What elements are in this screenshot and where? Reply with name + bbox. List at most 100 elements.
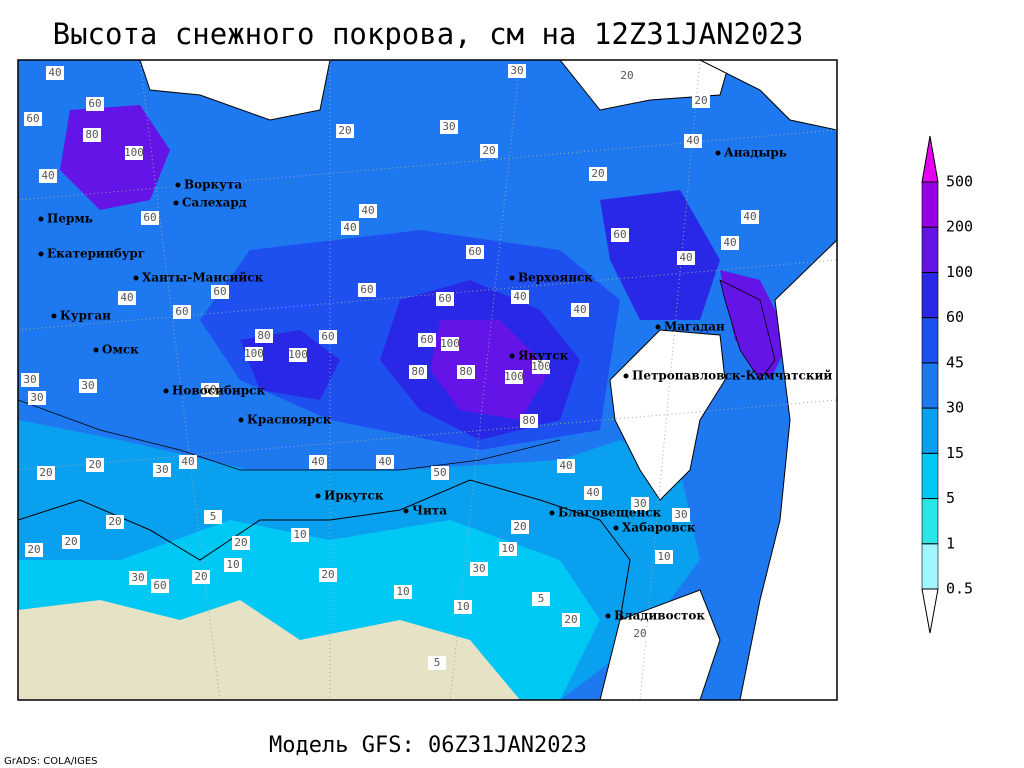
colorbar-segment — [921, 543, 939, 590]
contour-label: 30 — [23, 373, 36, 386]
colorbar-label: 0.5 — [946, 580, 973, 598]
colorbar-label: 30 — [946, 399, 964, 417]
contour-label: 80 — [257, 329, 270, 342]
pacific-ocean — [739, 239, 837, 700]
contour-label: 20 — [513, 520, 526, 533]
contour-label-box — [721, 236, 739, 250]
map-frame — [17, 59, 838, 701]
contour-label: 20 — [39, 466, 52, 479]
contour-label-box — [28, 391, 46, 405]
city-dot — [38, 251, 44, 257]
contour-label-box — [232, 536, 250, 550]
contour-label: 80 — [411, 365, 424, 378]
colorbar-label: 45 — [946, 353, 964, 371]
contour-label: 80 — [85, 128, 98, 141]
contour-label: 30 — [30, 391, 43, 404]
city-label: Владивосток — [614, 609, 705, 623]
contour-label: 60 — [143, 211, 156, 224]
contour-label: 20 — [27, 543, 40, 556]
colorbar-segment — [921, 226, 939, 273]
contour-label: 30 — [633, 497, 646, 510]
contour-label-box — [173, 305, 191, 319]
contour-label: 30 — [81, 379, 94, 392]
contour-label-box — [741, 210, 759, 224]
contour-label: 20 — [88, 458, 101, 471]
deep-snow-max — [430, 320, 550, 420]
city-dot — [93, 347, 99, 353]
city-label: Якутск — [518, 349, 569, 363]
contour-label: 20 — [482, 144, 495, 157]
contour-label: 50 — [433, 466, 446, 479]
contour-label-box — [37, 466, 55, 480]
city-label: Воркута — [184, 178, 242, 192]
colorbar-label: 60 — [946, 308, 964, 326]
contour-label-box — [291, 528, 309, 542]
contour-label: 60 — [175, 305, 188, 318]
contour-label: 40 — [343, 221, 356, 234]
contour-label-box — [86, 458, 104, 472]
contour-label: 20 — [591, 167, 604, 180]
contour-label: 20 — [321, 568, 334, 581]
contour-label: 60 — [88, 97, 101, 110]
contour-label-box — [224, 558, 242, 572]
contour-label-box — [129, 571, 147, 585]
contour-label-box — [46, 66, 64, 80]
city-dot — [715, 150, 721, 156]
contour-label: 60 — [438, 292, 451, 305]
contour-label-box — [79, 379, 97, 393]
graticule — [18, 259, 837, 331]
contour-label-box — [431, 466, 449, 480]
city-dot — [51, 313, 57, 319]
city-dot — [133, 275, 139, 281]
contour-label: 40 — [120, 291, 133, 304]
contour-label: 40 — [559, 459, 572, 472]
contour-label-box — [125, 146, 143, 160]
contour-label-box — [589, 167, 607, 181]
contour-label: 20 — [64, 535, 77, 548]
city-label: Анадырь — [724, 146, 787, 160]
contour-label: 40 — [686, 134, 699, 147]
contour-label: 40 — [743, 210, 756, 223]
city-label: Екатеринбург — [47, 247, 145, 261]
city-label: Салехард — [182, 196, 247, 210]
contour-label-box — [289, 348, 307, 362]
contour-label-box — [409, 365, 427, 379]
colorbar-low — [921, 588, 939, 634]
contour-label-box — [631, 497, 649, 511]
city-dot — [509, 353, 515, 359]
contour-label: 60 — [468, 245, 481, 258]
contour-label-box — [508, 64, 526, 78]
contour-label-box — [562, 613, 580, 627]
sea-of-japan — [599, 589, 721, 700]
contour-label-box — [532, 360, 550, 374]
colorbar-segment — [921, 498, 939, 545]
contour-label: 40 — [48, 66, 61, 79]
contour-label: 20 — [620, 69, 633, 82]
colorbar-label: 500 — [946, 173, 973, 191]
city-dot — [403, 508, 409, 514]
contour-label-box — [428, 656, 446, 670]
contour-label-box — [532, 592, 550, 606]
contour-label: 100 — [288, 348, 308, 361]
contour-label-box — [511, 290, 529, 304]
contour-label: 40 — [378, 455, 391, 468]
city-dot — [175, 182, 181, 188]
bare-ground — [18, 600, 520, 700]
contour-label: 20 — [694, 94, 707, 107]
contour-label-box — [336, 124, 354, 138]
contour-label: 100 — [504, 370, 524, 383]
contour-label-box — [118, 291, 136, 305]
contour-label: 30 — [510, 64, 523, 77]
arctic-sea — [139, 60, 331, 121]
colorbar-label: 1 — [946, 534, 955, 552]
contour-label-box — [211, 285, 229, 299]
colorbar-segment — [921, 272, 939, 318]
contour-label: 30 — [442, 120, 455, 133]
contour-label-box — [151, 579, 169, 593]
contour-label-box — [341, 221, 359, 235]
contour-label-box — [684, 134, 702, 148]
contour-label-box — [611, 228, 629, 242]
contour-label: 60 — [420, 333, 433, 346]
contour-label-box — [470, 562, 488, 576]
